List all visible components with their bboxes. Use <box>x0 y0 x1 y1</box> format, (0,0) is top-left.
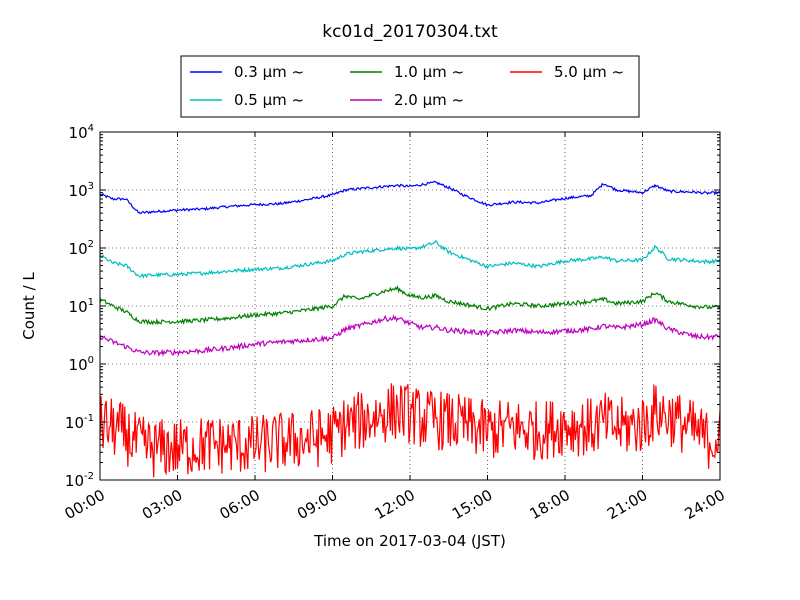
x-tick-label: 18:00 <box>527 486 573 523</box>
x-tick-labels: 00:00 03:00 06:00 09:00 12:00 15:00 18:00 21:00… <box>62 486 728 523</box>
y-axis-label: Count / L <box>20 272 38 340</box>
y-tick-label: 104 <box>69 123 94 142</box>
series-line <box>99 285 721 326</box>
y-tick-label: 102 <box>69 239 94 258</box>
y-tick-label: 10-2 <box>65 471 94 490</box>
x-tick-label: 15:00 <box>449 486 495 523</box>
legend-label: 2.0 μm ~ <box>394 91 464 109</box>
legend-label: 0.5 μm ~ <box>234 91 304 109</box>
series-line <box>99 383 721 478</box>
legend-label: 5.0 μm ~ <box>554 63 624 81</box>
series-line <box>99 239 721 279</box>
y-tick-label: 10-1 <box>65 413 94 432</box>
x-tick-label: 09:00 <box>294 486 340 523</box>
x-tick-label: 24:00 <box>682 486 728 523</box>
legend-label: 0.3 μm ~ <box>234 63 304 81</box>
y-tick-labels: 10-2 10-1 100 101 102 103 104 <box>65 123 94 490</box>
y-tick-label: 103 <box>69 181 94 200</box>
series-line <box>99 180 721 215</box>
legend: 0.3 μm ~ 0.5 μm ~ 1.0 μm ~ 2.0 μm ~ 5.0 μm ~ <box>180 55 640 118</box>
x-tick-label: 12:00 <box>372 486 418 523</box>
x-tick-label: 06:00 <box>217 486 263 523</box>
y-tick-label: 100 <box>69 355 94 374</box>
x-axis-label: Time on 2017-03-04 (JST) <box>313 532 506 550</box>
series-layer <box>99 180 721 478</box>
legend-box <box>180 55 640 118</box>
legend-label: 1.0 μm ~ <box>394 63 464 81</box>
axis-ticks <box>99 131 721 481</box>
series-line <box>99 314 721 358</box>
x-tick-label: 21:00 <box>604 486 650 523</box>
y-tick-label: 101 <box>69 297 94 316</box>
x-tick-label: 03:00 <box>139 486 185 523</box>
chart-title: kc01d_20170304.txt <box>322 22 498 42</box>
x-tick-label: 00:00 <box>62 486 108 523</box>
